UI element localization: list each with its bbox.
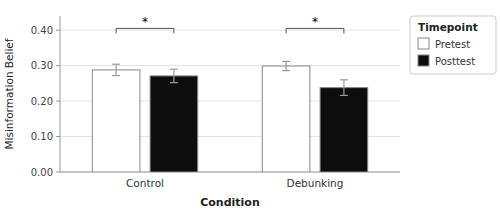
x-tick-label: Debunking [287,177,344,189]
y-axis-line [60,16,61,172]
y-tick-label: 0.40 [31,25,53,36]
x-tick-label: Control [126,177,164,189]
x-axis-title: Condition [200,196,260,209]
legend-label: Posttest [435,56,475,67]
error-bar [282,61,290,70]
error-bar [340,80,348,96]
y-tick [56,172,60,173]
bar [320,88,368,172]
y-tick-label: 0.30 [31,60,53,71]
error-bar [170,69,178,82]
legend: Timepoint Pretest Posttest [410,16,496,74]
error-bar [112,64,120,75]
y-tick [56,65,60,66]
y-tick [56,136,60,137]
significance-label: * [312,15,318,29]
annotations: ** [116,15,344,33]
chart: 0.00 0.10 0.20 0.30 0.40 Control Debunking Cond… [0,0,500,212]
legend-title: Timepoint [418,21,478,33]
y-tick-label: 0.10 [31,131,53,142]
bar [150,76,198,172]
legend-swatch [418,38,429,49]
plot-area [92,61,367,172]
grid [60,30,400,172]
legend-frame [410,16,496,74]
y-tick-label: 0.20 [31,96,53,107]
bar [92,70,140,172]
y-tick [56,30,60,31]
legend-swatch [418,55,429,66]
axes: 0.00 0.10 0.20 0.30 0.40 Control Debunking [31,16,400,189]
grid-line [60,30,400,31]
legend-label: Pretest [435,39,470,50]
significance-label: * [142,15,148,29]
grid-line [60,65,400,66]
bar [262,66,310,172]
y-tick [56,101,60,102]
y-tick-label: 0.00 [31,167,53,178]
y-axis-title: Misinformation Belief [3,38,15,149]
